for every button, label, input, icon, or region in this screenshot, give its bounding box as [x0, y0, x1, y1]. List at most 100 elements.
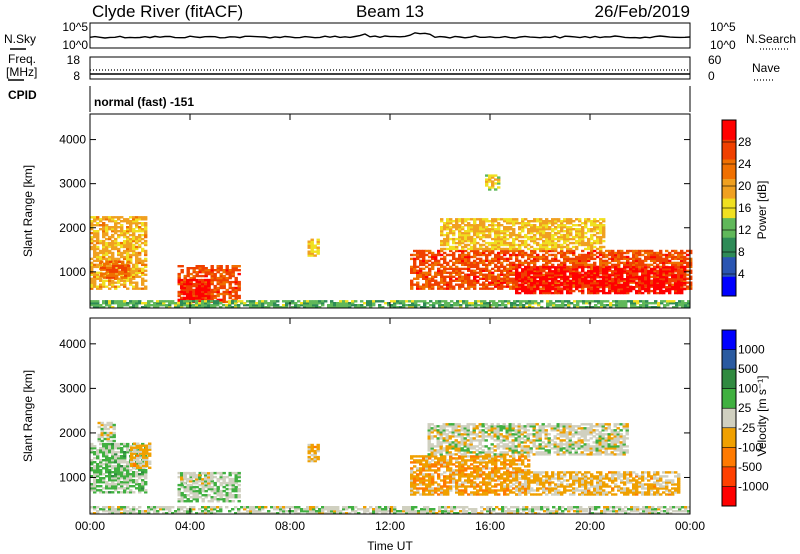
power-colorbar-label: Power [dB] [755, 181, 769, 240]
velocity-cells [90, 421, 691, 515]
power-panel-colorbar-swatch-5 [722, 178, 736, 199]
velocity-panel-colorbar-tick-0: -1000 [738, 479, 769, 493]
velocity-xlabel: Time UT [367, 539, 413, 553]
velocity-panel-colorbar-swatch-7 [722, 349, 736, 370]
velocity-panel-region-6 [410, 455, 531, 496]
power-panel-colorbar-swatch-6 [722, 159, 736, 179]
power-panel-colorbar-swatch-1 [722, 256, 736, 277]
velocity-panel-y-tick-1: 2000 [59, 426, 86, 440]
velocity-panel-colorbar-swatch-4 [722, 408, 736, 429]
velocity-panel-region-7 [427, 423, 629, 456]
velocity-panel-region-1 [97, 421, 116, 443]
velocity-panel-colorbar-tick-5: 100 [738, 382, 758, 396]
power-panel-region-7 [440, 218, 606, 251]
velocity-panel-colorbar-tick-2: -100 [738, 440, 762, 454]
velocity-colorbar-label: Velocity [m s⁻¹] [755, 375, 769, 456]
velocity-panel-colorbar-swatch-3 [722, 427, 736, 448]
freq-top: 18 [67, 53, 81, 67]
power-panel-y-tick-2: 3000 [59, 177, 86, 191]
power-panel-colorbar-tick-0: 4 [738, 267, 745, 281]
velocity-ylabel: Slant Range [km] [21, 370, 35, 462]
velocity-panel-y-tick-0: 1000 [59, 470, 86, 484]
cpid-value: normal (fast) -151 [94, 95, 194, 109]
velocity-panel-x-tick-3: 12:00 [375, 519, 405, 533]
noise-bottom-left: 10^0 [62, 38, 88, 52]
power-panel-colorbar-swatch-7 [722, 139, 736, 160]
velocity-panel-colorbar-tick-4: 25 [738, 401, 752, 415]
power-panel-colorbar-tick-6: 28 [738, 135, 752, 149]
power-panel-region-8 [485, 174, 501, 191]
power-panel-colorbar-tick-1: 8 [738, 245, 745, 259]
power-panel-colorbar-tick-4: 20 [738, 179, 752, 193]
velocity-panel-region-4 [180, 472, 214, 485]
velocity-panel-region-2 [130, 442, 152, 469]
noise-top-left: 10^5 [62, 20, 88, 34]
velocity-panel-region-5 [307, 443, 320, 463]
power-cells [90, 174, 693, 309]
nave-top: 60 [708, 53, 722, 67]
velocity-panel-colorbar-swatch-8 [722, 330, 736, 350]
power-x-ticks [89, 114, 691, 308]
power-panel-colorbar-swatch-2 [722, 237, 736, 258]
beam-title: Beam 13 [356, 2, 424, 21]
power-panel-colorbar-tick-2: 12 [738, 223, 752, 237]
freq-label-2: [MHz] [6, 65, 37, 79]
velocity-panel-colorbar-tick-7: 1000 [738, 343, 765, 357]
velocity-panel-y-tick-3: 4000 [59, 337, 86, 351]
velocity-panel-region-8 [515, 471, 681, 496]
freq-label-1: Freq. [8, 52, 36, 66]
noise-sky-line [89, 32, 691, 39]
freq-strip: Freq. [MHz] 18 8 60 0 Nave [6, 52, 780, 83]
power-panel-colorbar-swatch-0 [722, 276, 736, 297]
date-title: 26/Feb/2019 [595, 2, 690, 21]
velocity-panel-y-tick-2: 3000 [59, 381, 86, 395]
nsky-label: N.Sky [4, 32, 36, 46]
nave-label: Nave [752, 61, 780, 75]
noise-top-right: 10^5 [710, 20, 736, 34]
station-title: Clyde River (fitACF) [92, 2, 243, 21]
power-panel-y-tick-3: 4000 [59, 133, 86, 147]
velocity-panel-x-tick-0: 00:00 [75, 519, 105, 533]
power-y-ticks: 1000 2000 3000 4000 [59, 133, 690, 279]
velocity-x-ticks: 00:00 04:00 08:00 12:00 16:00 20:00 00:00 [75, 318, 705, 533]
power-ylabel: Slant Range [km] [21, 165, 35, 257]
power-panel-colorbar-swatch-3 [722, 217, 736, 238]
power-colorbar: Power [dB] 4 8 12 16 20 24 28 [721, 119, 769, 297]
velocity-panel-colorbar-swatch-1 [722, 466, 736, 487]
power-panel-region-9 [515, 266, 687, 295]
power-panel-colorbar-tick-3: 16 [738, 201, 752, 215]
cpid-strip: CPID normal (fast) -151 [8, 86, 691, 112]
velocity-panel-x-tick-4: 16:00 [475, 519, 505, 533]
velocity-panel-colorbar-tick-6: 500 [738, 362, 758, 376]
power-panel-y-tick-0: 1000 [59, 265, 86, 279]
power-panel: 1000 2000 3000 4000 Slant Range [km] [21, 113, 693, 309]
velocity-colorbar: Velocity [m s⁻¹] -1000 -500 -100 -25 25 100 50… [721, 329, 769, 507]
nsearch-label: N.Search [746, 32, 796, 46]
power-panel-y-tick-1: 2000 [59, 221, 86, 235]
power-panel-colorbar-tick-5: 24 [738, 157, 752, 171]
velocity-panel-x-tick-1: 04:00 [175, 519, 205, 533]
velocity-panel-x-tick-5: 20:00 [575, 519, 605, 533]
power-panel-region-4 [90, 300, 691, 309]
noise-strip: N.Sky 10^5 10^0 10^5 10^0 N.Search [4, 20, 796, 52]
velocity-panel-colorbar-swatch-5 [722, 388, 736, 409]
cpid-label: CPID [8, 88, 37, 102]
velocity-y-ticks: 1000 2000 3000 4000 [59, 337, 690, 484]
noise-bottom-right: 10^0 [710, 38, 736, 52]
velocity-panel-colorbar-swatch-0 [722, 486, 736, 507]
power-panel-region-0 [90, 216, 148, 290]
velocity-panel-x-tick-6: 00:00 [675, 519, 705, 533]
velocity-panel-colorbar-swatch-6 [722, 369, 736, 389]
velocity-panel-region-3 [177, 471, 241, 503]
power-panel-region-1 [100, 260, 131, 279]
velocity-panel: 1000 2000 3000 4000 00:00 04:00 08:00 12:00 16:… [21, 317, 705, 553]
velocity-panel-colorbar-swatch-2 [722, 447, 736, 468]
velocity-panel-colorbar-tick-3: -25 [738, 421, 756, 435]
power-panel-colorbar-swatch-8 [722, 120, 736, 140]
velocity-panel-colorbar-tick-1: -500 [738, 460, 762, 474]
power-panel-region-5 [307, 238, 320, 257]
velocity-panel-x-tick-2: 08:00 [275, 519, 305, 533]
nave-bottom: 0 [708, 69, 715, 83]
freq-bottom: 8 [73, 69, 80, 83]
